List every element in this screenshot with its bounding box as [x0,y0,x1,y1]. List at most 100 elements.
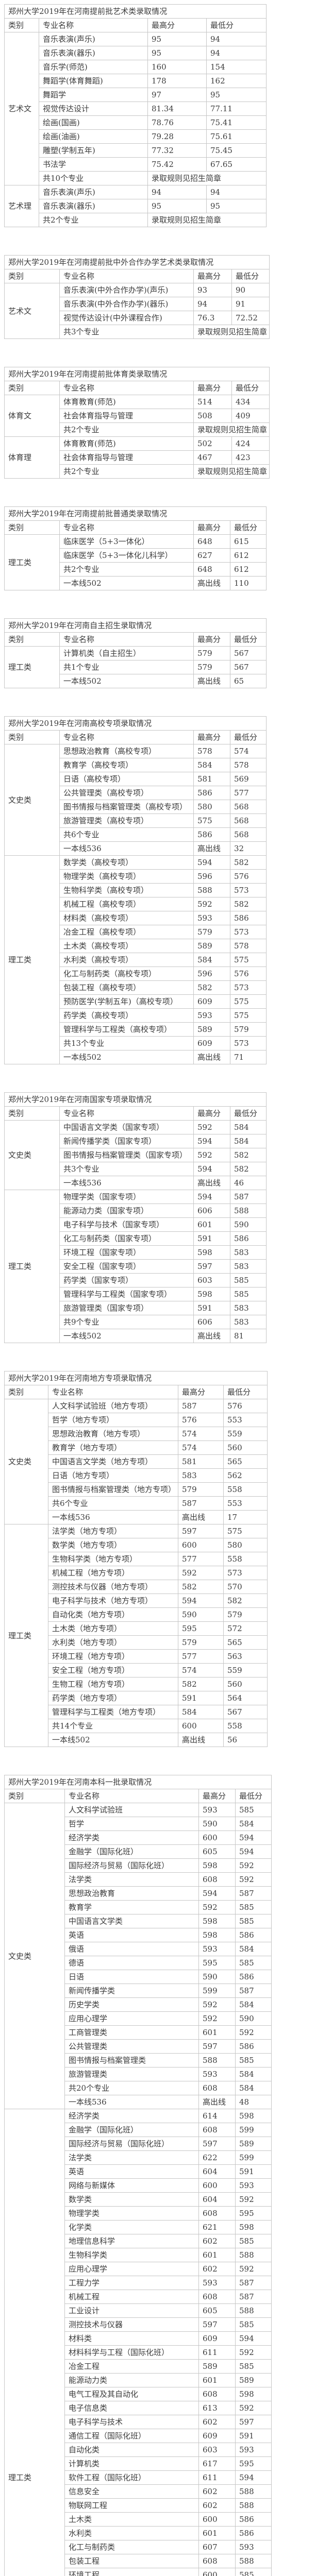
column-header-major: 专业名称 [59,269,194,283]
major-cell: 国际经济与贸易（国际化班） [64,2137,199,2151]
table-row: 艺术文 音乐表演(中外合作办学)(声乐) 93 90 [4,283,270,339]
max-score-cell: 高出线 [193,1050,230,1064]
table-row: 应用心理学 602 592 [5,2262,272,2276]
table-title: 郑州大学2019年在河南自主招生录取情况 [4,618,267,633]
table-row: 音乐表演(器乐) 95 94 [5,46,267,60]
table-title-row: 郑州大学2019年在河南自主招生录取情况 [4,618,267,633]
column-header-major: 专业名称 [59,632,194,647]
max-score-cell: 584 [178,1705,224,1719]
major-cell: 工程力学 [64,2276,199,2290]
table-row: 电子信息类 613 592 [5,2401,272,2415]
max-score-cell: 597 [178,1524,224,1538]
max-score-cell: 596 [193,967,230,981]
table-row: 俄语 593 584 [5,1942,272,1956]
table-row: 思想政治教育（地方专项） 574 559 [5,1427,268,1441]
major-cell: 计算机类（自主招生） [59,646,194,660]
table-row: 英语 598 586 [5,1928,272,1942]
column-header-category: 类别 [4,520,60,535]
max-score-cell: 600 [198,2512,236,2527]
major-cell: 金融学（国际化班） [64,2123,199,2137]
major-cell: 管理科学与工程类（高校专项） [59,1022,194,1037]
min-score-cell: 95 [206,88,267,102]
major-cell: 共10个专业 [39,171,148,185]
major-cell: 冶金工程（高校专项） [59,925,194,939]
major-cell: 中国语言文学类（国家专项） [59,1120,194,1134]
max-score-cell: 514 [193,395,232,409]
min-score-cell: 578 [230,758,267,772]
min-score-cell: 576 [223,1399,268,1413]
major-cell: 电子科学与技术 [64,2415,199,2429]
min-score-cell: 81 [230,1329,267,1343]
min-score-cell: 585 [235,2317,272,2332]
max-score-cell: 593 [193,911,230,925]
max-score-cell: 608 [198,2290,236,2304]
column-header-major: 专业名称 [59,381,194,395]
admission-table: 郑州大学2019年在河南国家专项录取情况 类别 专业名称 最高分 最低分 文史类 中国语言文… [4,1092,267,1343]
table-header-row: 类别 专业名称 最高分 最低分 [4,1789,272,1803]
table-row: 测控技术与仪器（地方专项） 582 570 [5,1580,268,1594]
table-row: 文史类 人文科学试验班 593 585 [4,1803,272,2109]
max-score-cell: 609 [193,1036,230,1050]
max-score-cell: 598 [193,1287,230,1301]
major-cell: 经济学类 [64,2109,199,2123]
major-cell: 一本线502 [59,1050,194,1064]
table-header-row: 类别 专业名称 最高分 最低分 [4,381,270,395]
min-score-cell: 574 [230,744,267,758]
major-cell: 安全工程（地方专项） [47,1663,179,1677]
column-header-max: 最高分 [147,18,207,32]
min-score-cell: 75.41 [206,115,267,130]
max-score-cell: 592 [193,1148,230,1162]
major-cell: 视觉传达设计 [39,101,148,116]
table-row: 新闻传播学类 599 587 [5,1984,272,1998]
max-score-cell: 576 [178,1413,224,1427]
table-row: 物联网工程 602 588 [5,2498,272,2513]
min-score-cell: 582 [230,1162,267,1176]
major-cell: 一本线502 [59,674,194,688]
max-score-cell: 94 [193,297,232,311]
max-score-cell: 603 [198,2443,236,2457]
max-score-cell: 95 [147,199,207,213]
min-score-cell: 594 [235,1844,272,1859]
column-header-min: 最低分 [235,1789,272,1803]
max-score-cell: 97 [147,88,207,102]
min-score-cell: 576 [230,967,267,981]
min-score-cell: 588 [230,1204,267,1218]
table-row: 地理信息科学 602 585 [5,2234,272,2248]
max-score-cell: 580 [193,800,230,814]
min-score-cell: 587 [235,2290,272,2304]
table-row: 哲学（地方专项） 576 553 [5,1413,268,1427]
major-cell: 体育教育(师范) [59,436,194,451]
table-row: 药学类（地方专项） 591 564 [5,1691,268,1705]
max-score-cell: 594 [198,1886,236,1901]
table-row: 日语 590 586 [5,1970,272,1984]
column-header-category: 类别 [4,632,60,647]
table-row: 体育理 体育教育(师范) 502 424 [4,436,270,479]
max-score-cell: 594 [178,1594,224,1608]
min-score-cell: 586 [235,2512,272,2527]
max-score-cell: 579 [193,925,230,939]
max-score-cell: 595 [178,1621,224,1636]
min-score-cell: 154 [206,60,267,74]
min-score-cell: 594 [235,1831,272,1845]
max-score-cell: 602 [198,2234,236,2248]
min-score-cell: 585 [235,2234,272,2248]
max-score-cell: 508 [193,409,232,423]
major-cell: 工业设计 [64,2303,199,2318]
table-row: 材料科学与工程（国际化班） 611 592 [5,2345,272,2360]
max-score-cell: 467 [193,450,232,465]
column-header-major: 专业名称 [39,18,148,32]
major-cell: 一本线536 [59,841,194,856]
table-row: 生物科学类 601 588 [5,2248,272,2262]
major-cell: 生物工程（地方专项） [47,1677,179,1691]
table-row: 理工类 临床医学（5+3一体化） 648 615 [4,534,267,590]
min-score-cell: 582 [230,855,267,870]
table-title: 郑州大学2019年在河南提前批体育类录取情况 [4,367,270,381]
table-row: 哲学 590 584 [5,1817,272,1831]
table-header-row: 类别 专业名称 最高分 最低分 [4,18,267,32]
table-row: 艺术理 音乐表演(声乐) 94 94 [4,185,267,227]
table-row: 视觉传达设计 81.34 77.11 [5,101,267,116]
min-score-cell: 565 [223,1635,268,1650]
min-score-cell: 580 [223,1538,268,1552]
major-cell: 应用心理学 [64,2262,199,2276]
table-row: 一本线502 高出线 110 [5,576,267,590]
